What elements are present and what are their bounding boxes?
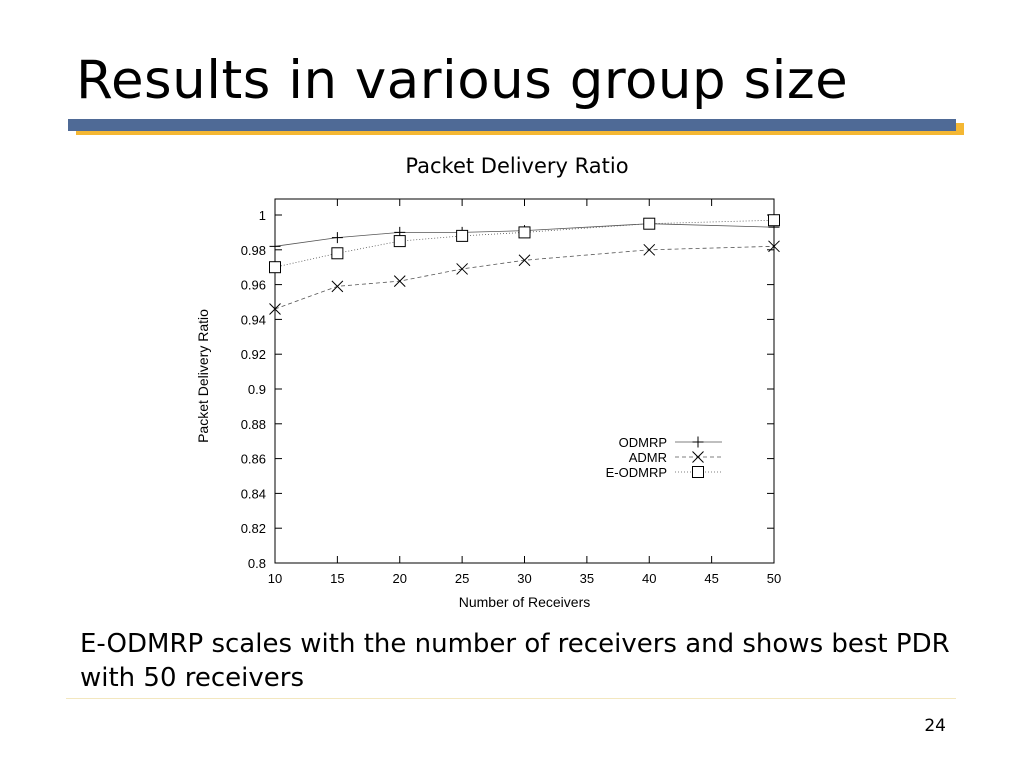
x-axis-label: Number of Receivers	[459, 594, 591, 610]
y-tick-label: 0.84	[241, 486, 266, 501]
x-tick-label: 45	[704, 571, 718, 586]
x-tick-label: 35	[580, 571, 594, 586]
y-tick-label: 0.98	[241, 243, 266, 258]
slide-title: Results in various group size	[76, 50, 849, 111]
point-e-odmrp	[456, 229, 469, 242]
x-tick-label: 15	[330, 571, 344, 586]
legend-label-e-odmrp: E-ODMRP	[606, 465, 667, 480]
legend-marker-admr	[692, 451, 704, 463]
page-number: 24	[924, 716, 946, 736]
point-odmrp	[331, 232, 343, 244]
point-admr	[393, 275, 406, 287]
x-tick-label: 10	[268, 571, 282, 586]
y-tick-label: 1	[259, 208, 266, 223]
point-odmrp	[269, 240, 281, 252]
y-axis-label: Packet Delivery Ratio	[195, 309, 211, 443]
title-underline-blue	[68, 119, 956, 131]
legend-label-admr: ADMR	[629, 450, 667, 465]
point-e-odmrp	[331, 247, 344, 260]
legend-marker-e-odmrp	[692, 466, 704, 478]
y-tick-label: 0.94	[241, 312, 266, 327]
y-tick-label: 0.92	[241, 347, 266, 362]
series-line-admr	[274, 245, 775, 310]
legend-marker-odmrp	[692, 436, 704, 448]
y-tick-label: 0.86	[241, 452, 266, 467]
x-tick-label: 20	[393, 571, 407, 586]
x-tick-label: 40	[642, 571, 656, 586]
point-admr	[768, 240, 780, 253]
x-tick-label: 50	[767, 571, 781, 586]
y-tick-label: 0.82	[241, 521, 266, 536]
point-admr	[331, 280, 344, 293]
chart-title: Packet Delivery Ratio	[405, 154, 629, 178]
point-e-odmrp	[269, 261, 281, 274]
x-tick-label: 25	[455, 571, 469, 586]
point-e-odmrp	[768, 214, 780, 227]
footer-divider	[66, 698, 956, 699]
legend-label-odmrp: ODMRP	[619, 435, 667, 450]
point-e-odmrp	[643, 217, 656, 230]
point-admr	[643, 243, 656, 256]
plot-frame	[274, 198, 775, 564]
point-admr	[269, 303, 281, 315]
y-tick-label: 0.9	[248, 382, 266, 397]
x-tick-label: 30	[517, 571, 531, 586]
y-tick-label: 0.8	[248, 556, 266, 571]
point-e-odmrp	[393, 235, 406, 248]
slide-body-text: E-ODMRP scales with the number of receiv…	[80, 629, 950, 693]
y-tick-label: 0.96	[241, 278, 266, 293]
point-e-odmrp	[518, 226, 531, 239]
point-admr	[518, 254, 531, 267]
point-admr	[456, 263, 468, 275]
y-tick-label: 0.88	[241, 417, 266, 432]
